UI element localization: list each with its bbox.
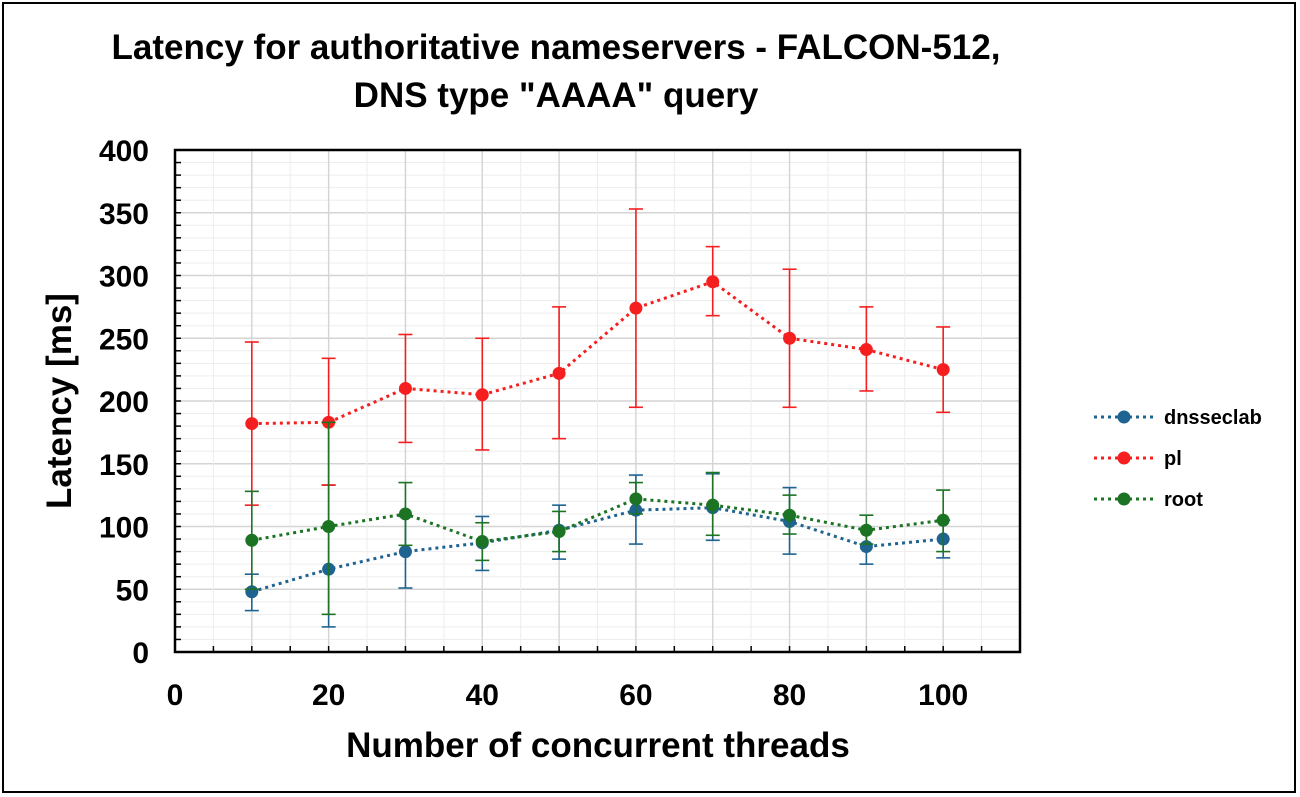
- data-point: [629, 301, 643, 315]
- data-point: [475, 535, 489, 549]
- y-tick-label: 50: [116, 574, 149, 607]
- chart-title-line-1: Latency for authoritative nameservers - …: [112, 28, 1001, 67]
- y-tick-label: 300: [99, 261, 149, 294]
- y-tick-label: 350: [99, 198, 149, 231]
- y-axis-tick-labels: 0 50 100 150 200 250 300 350 400: [99, 135, 149, 670]
- legend-marker: [1117, 410, 1131, 424]
- y-tick-label: 200: [99, 386, 149, 419]
- x-tick-label: 0: [167, 679, 184, 712]
- legend: dnsseclab pl root: [1094, 407, 1262, 511]
- y-tick-label: 400: [99, 135, 149, 168]
- legend-marker: [1117, 492, 1131, 506]
- x-tick-label: 20: [312, 679, 345, 712]
- data-point: [245, 417, 259, 431]
- series-layer: [244, 208, 951, 628]
- data-point: [245, 533, 259, 547]
- data-point: [629, 492, 643, 506]
- data-point: [859, 523, 873, 537]
- data-point: [783, 331, 797, 345]
- y-tick-label: 100: [99, 512, 149, 545]
- data-point: [706, 498, 720, 512]
- series-line: [251, 506, 944, 594]
- y-tick-label: 0: [132, 637, 149, 670]
- data-point: [398, 545, 412, 559]
- chart: Latency for authoritative nameservers - …: [40, 28, 1262, 765]
- chart-title-line-2: DNS type "AAAA" query: [354, 76, 759, 115]
- legend-item-pl: pl: [1094, 448, 1182, 470]
- x-tick-label: 100: [918, 679, 968, 712]
- x-tick-label: 40: [466, 679, 499, 712]
- data-point: [859, 343, 873, 357]
- x-tick-label: 60: [619, 679, 652, 712]
- data-point: [475, 388, 489, 402]
- data-point: [398, 507, 412, 521]
- grid-lines: [174, 149, 1021, 653]
- legend-label: pl: [1164, 448, 1182, 470]
- x-axis-tick-labels: 0 20 40 60 80 100: [167, 679, 969, 712]
- data-point: [398, 381, 412, 395]
- series-pl: [244, 208, 951, 506]
- y-tick-label: 150: [99, 449, 149, 482]
- data-point: [936, 513, 950, 527]
- x-tick-label: 80: [773, 679, 806, 712]
- legend-marker: [1117, 451, 1131, 465]
- legend-label: root: [1164, 489, 1203, 511]
- legend-label: dnsseclab: [1164, 407, 1262, 429]
- legend-item-dnsseclab: dnsseclab: [1094, 407, 1262, 429]
- legend-item-root: root: [1094, 489, 1203, 511]
- series-root: [244, 421, 951, 616]
- data-point: [552, 525, 566, 539]
- y-tick-label: 250: [99, 323, 149, 356]
- y-axis-label: Latency [ms]: [40, 293, 79, 509]
- data-point: [706, 275, 720, 289]
- data-point: [552, 366, 566, 380]
- data-point: [783, 508, 797, 522]
- data-point: [322, 520, 336, 533]
- data-point: [936, 363, 950, 377]
- x-axis-label: Number of concurrent threads: [346, 726, 850, 765]
- axis-minor-ticks: [174, 149, 1021, 653]
